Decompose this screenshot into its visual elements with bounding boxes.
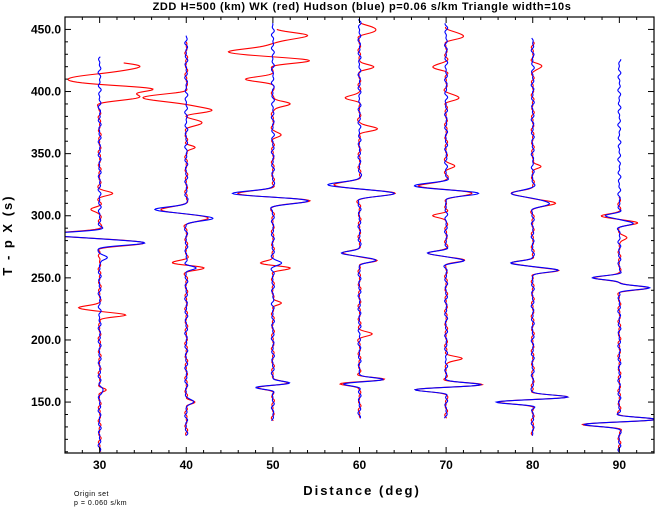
x-axis-label: Distance (deg) xyxy=(303,483,421,498)
origin-annotation: Origin set p = 0.060 s/km xyxy=(74,490,127,508)
ray-parameter-note: p = 0.060 s/km xyxy=(74,500,128,507)
x-tick-label-40: 40 xyxy=(180,458,194,472)
hudson-trace-40 xyxy=(153,35,214,437)
x-tick-label-90: 90 xyxy=(613,458,627,472)
y-axis: 150.0 200.0 250.0 300.0 350.0 400.0 450.0 xyxy=(31,16,654,453)
hudson-trace-80 xyxy=(494,37,570,436)
y-tick-label-300: 300.0 xyxy=(31,209,61,223)
hudson-trace-60 xyxy=(326,19,396,419)
y-tick-label-400: 400.0 xyxy=(31,85,61,99)
chart-title: ZDD H=500 (km) WK (red) Hudson (blue) p=… xyxy=(153,1,572,13)
hudson-trace-70 xyxy=(413,23,483,419)
origin-note: Origin set xyxy=(74,491,109,498)
hudson-trace-50 xyxy=(231,23,309,421)
x-tick-label-60: 60 xyxy=(353,458,367,472)
wk-trace-70 xyxy=(414,26,484,419)
x-axis: 30 40 50 60 70 80 90 xyxy=(81,17,655,472)
x-tick-label-80: 80 xyxy=(526,458,540,472)
y-tick-label-150: 150.0 xyxy=(31,395,61,409)
x-tick-label-30: 30 xyxy=(93,458,107,472)
wk-trace-40 xyxy=(142,41,213,436)
hudson-trace-30 xyxy=(65,56,146,453)
wk-trace-60 xyxy=(333,22,397,419)
x-tick-label-70: 70 xyxy=(439,458,453,472)
hudson-trace-90 xyxy=(582,59,654,453)
y-tick-label-250: 250.0 xyxy=(31,271,61,285)
wk-trace-50 xyxy=(227,28,312,422)
x-tick-label-50: 50 xyxy=(266,458,280,472)
y-tick-label-200: 200.0 xyxy=(31,333,61,347)
traces-group xyxy=(65,19,654,453)
wk-trace-30 xyxy=(65,62,154,452)
y-tick-label-350: 350.0 xyxy=(31,147,61,161)
y-tick-label-450: 450.0 xyxy=(31,22,61,36)
y-axis-label: T - p X (s) xyxy=(0,194,15,275)
